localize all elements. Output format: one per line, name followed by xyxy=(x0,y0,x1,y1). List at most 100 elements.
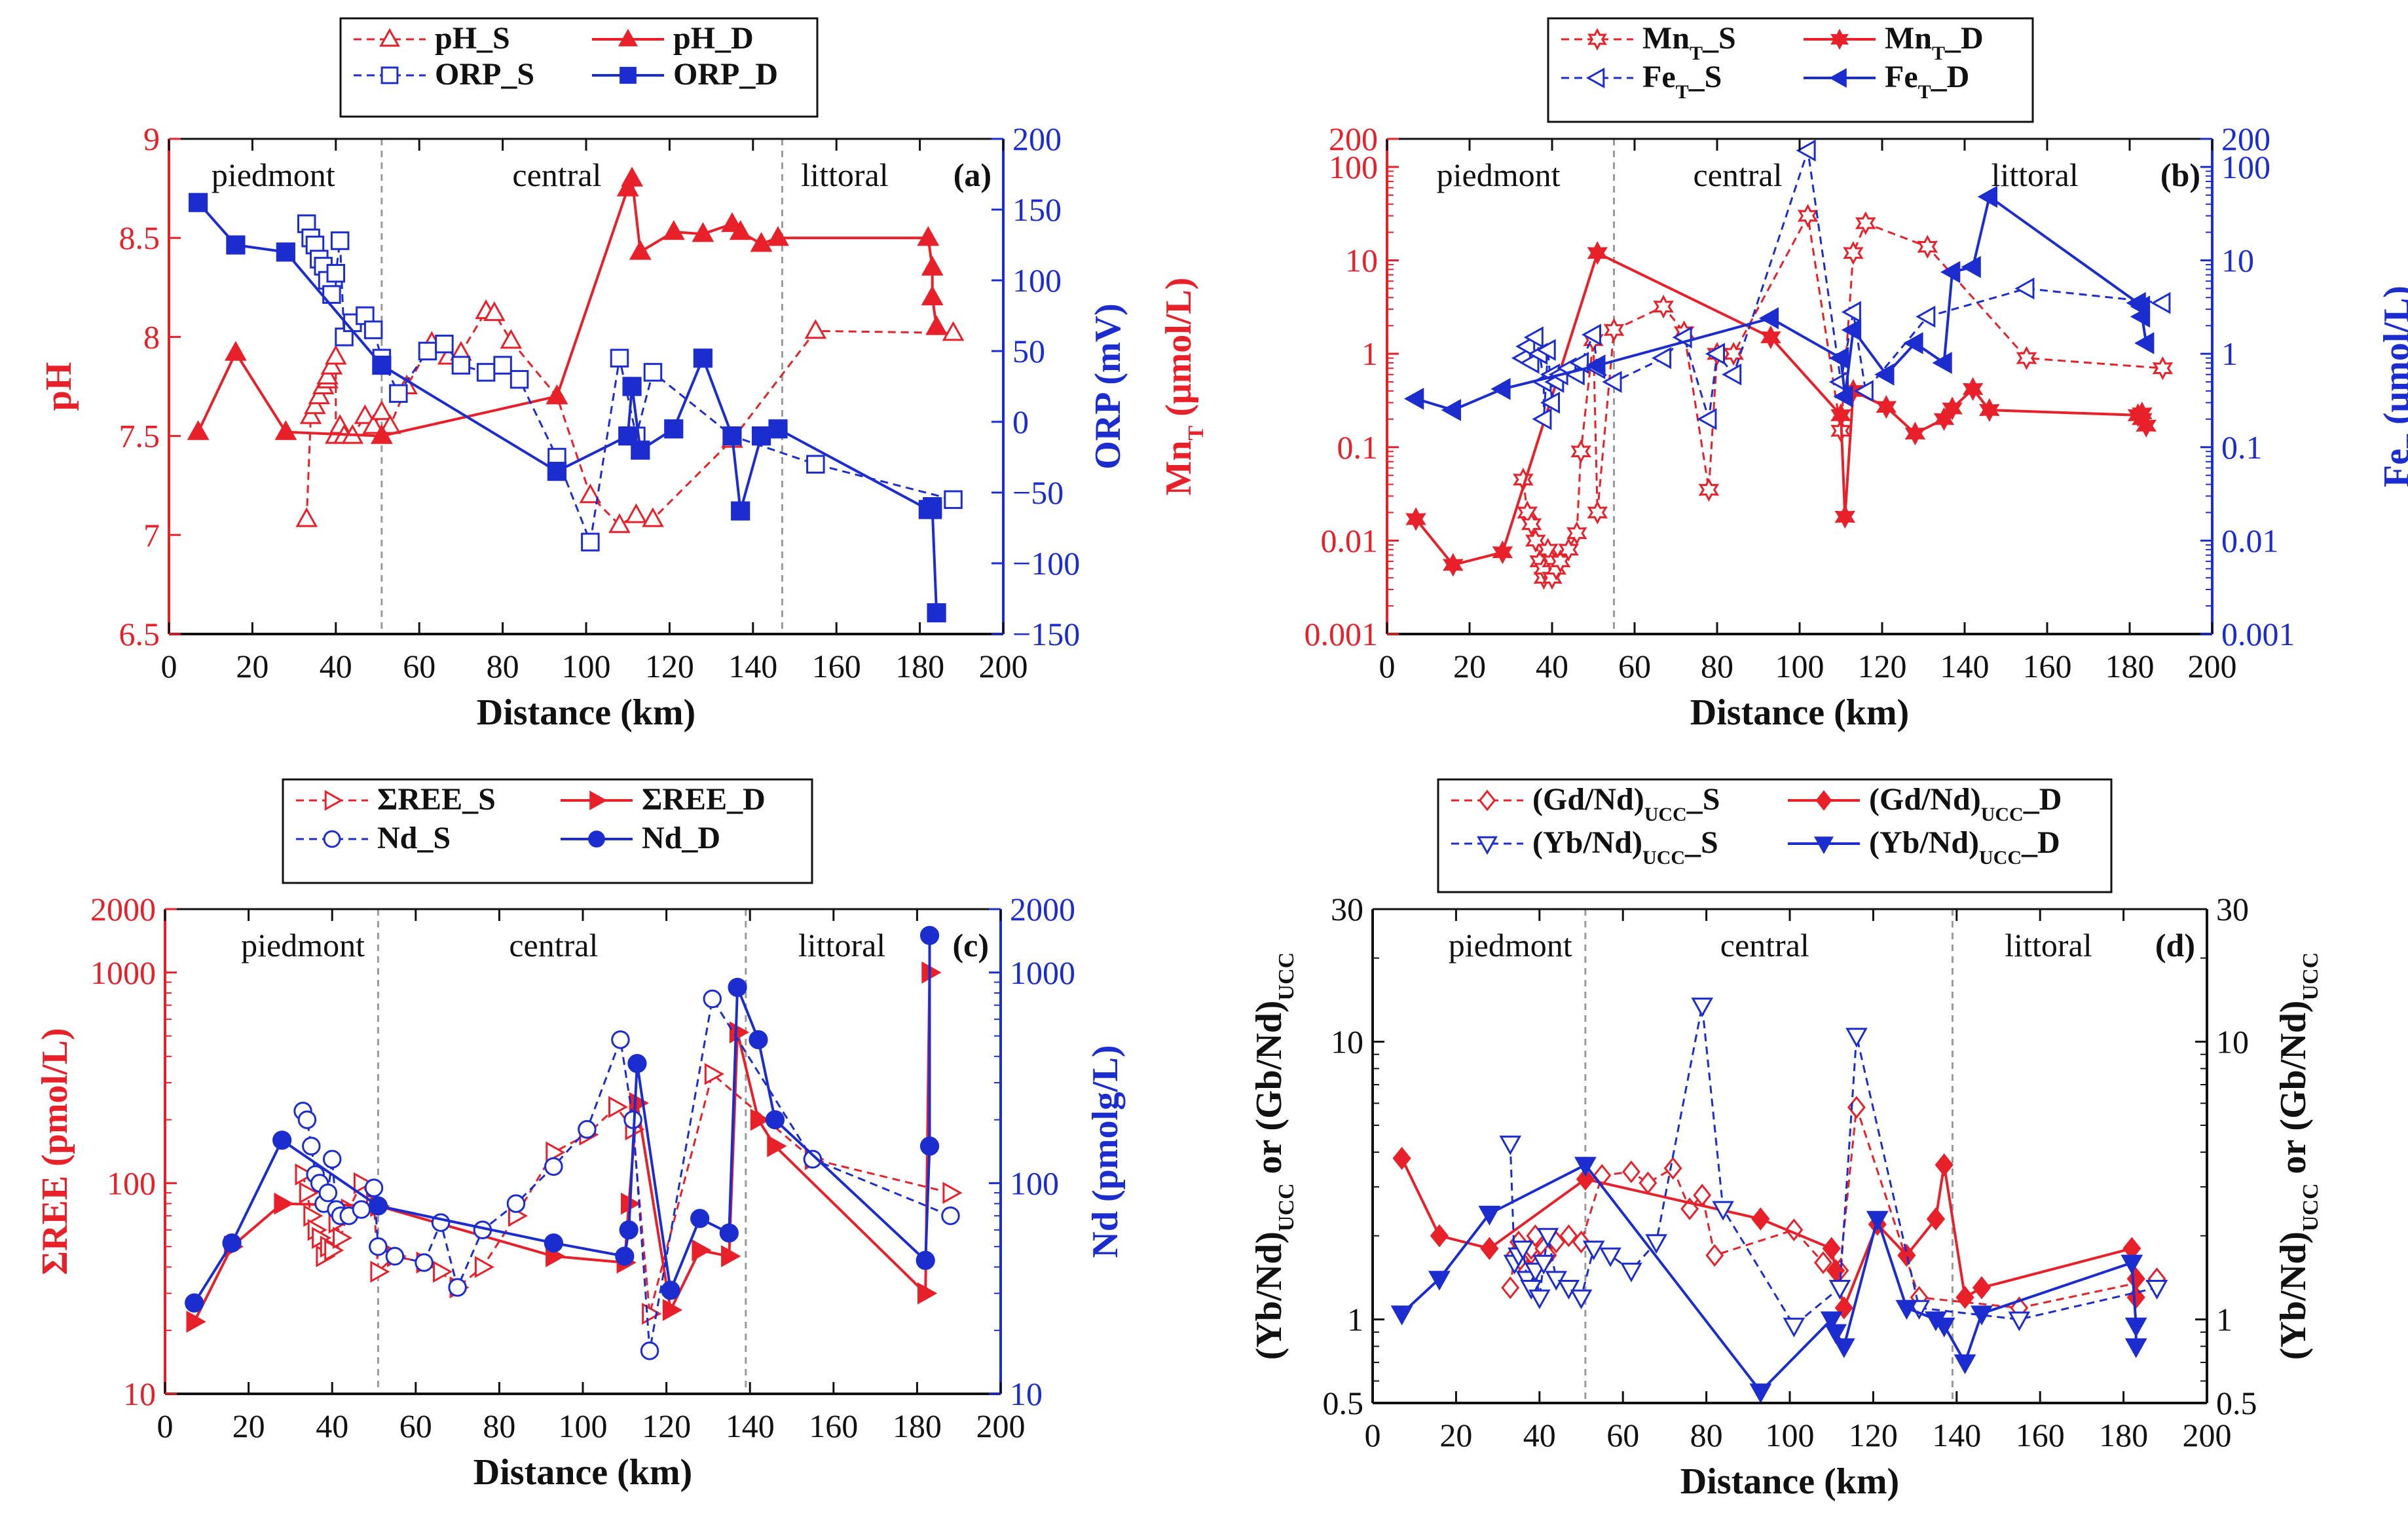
axis-title-part: (Yb/Nd) xyxy=(1249,1231,1289,1360)
data-point-pH_D xyxy=(750,232,773,252)
y-axis-title: (Yb/Nd)UCC or (Gb/Nd)UCC xyxy=(1249,952,1299,1360)
x-tick-label: 60 xyxy=(403,648,435,684)
legend-marker xyxy=(1830,28,1849,50)
data-point-Nd_S xyxy=(506,1194,526,1213)
data-point-FeT_S xyxy=(1722,363,1742,386)
data-point-pH_S xyxy=(483,301,506,322)
legend-item-Fe_D: FeT_D xyxy=(1804,60,1969,103)
data-point-FeT_S xyxy=(1532,408,1552,430)
data-point-ORP_S xyxy=(435,334,454,354)
x-tick-label: 120 xyxy=(1858,648,1907,684)
data-point-pH_S xyxy=(500,329,523,349)
data-point-(Gd/Nd)UCC_S xyxy=(1572,1230,1591,1254)
data-point-Nd_D xyxy=(368,1196,388,1216)
x-tick-label: 100 xyxy=(1766,1417,1815,1453)
data-point-Nd_S xyxy=(415,1253,434,1272)
data-point-(Yb/Nd)UCC_S xyxy=(1511,1241,1534,1261)
data-point-(Yb/Nd)UCC_D xyxy=(1866,1210,1889,1231)
data-point-(Yb/Nd)UCC_D xyxy=(1820,1311,1843,1332)
legend-label-name: Fe xyxy=(1642,60,1676,94)
data-point-pH_S xyxy=(320,354,343,375)
x-tick-label: 160 xyxy=(2023,648,2072,684)
x-axis-title: Distance (km) xyxy=(1690,692,1909,733)
y-tick-label-left: 30 xyxy=(1331,891,1363,927)
data-point-ΣREE_S xyxy=(433,1260,453,1283)
y-tick-label-left: 10 xyxy=(123,1375,156,1412)
legend-label: (Gd/Nd)UCC_S xyxy=(1532,782,1720,825)
data-point-(Gd/Nd)UCC_S xyxy=(1501,1276,1520,1300)
data-point-FeT_S xyxy=(2151,291,2171,314)
data-point-(Yb/Nd)UCC_S xyxy=(1845,1028,1868,1048)
data-point-ORP_S xyxy=(418,341,437,361)
data-point-ΣREE_S xyxy=(299,1182,319,1204)
data-point-FeT_S xyxy=(1853,380,1874,402)
axis-title-main: Fe xyxy=(2377,449,2408,487)
axis-title-sub: UCC xyxy=(1274,952,1299,1001)
axis-title-part: or (Gb/Nd) xyxy=(1249,1000,1289,1183)
x-axis-title: Distance (km) xyxy=(1680,1461,1899,1502)
data-point-(Gd/Nd)UCC_D xyxy=(1897,1243,1916,1267)
y-tick-label-left: 0.01 xyxy=(1321,522,1379,559)
panel-label: (b) xyxy=(2160,157,2200,193)
data-point-pH_S xyxy=(308,384,331,405)
legend-marker xyxy=(618,28,639,47)
x-tick-label: 20 xyxy=(232,1408,265,1444)
legend-label-name: (Yb/Nd) xyxy=(1532,825,1642,860)
zone-label-piedmont: piedmont xyxy=(212,157,335,193)
legend-item-(Yb/Nd)_D: (Yb/Nd)UCC_D xyxy=(1788,825,2060,869)
data-point-FeT_S xyxy=(1652,346,1672,369)
data-point-FeT_D xyxy=(1932,352,1952,374)
data-point-(Yb/Nd)UCC_D xyxy=(1971,1305,1993,1326)
legend-label-suffix: _D xyxy=(681,821,720,855)
data-point-ΣREE_S xyxy=(704,1062,724,1085)
data-point-pH_D xyxy=(224,341,247,361)
x-tick-label: 120 xyxy=(645,648,694,684)
axis-title-sub: UCC xyxy=(1274,1183,1299,1231)
y-tick-label-right: 0 xyxy=(1012,403,1029,440)
zone-label-littoral: littoral xyxy=(1991,157,2078,193)
data-point-FeT_S xyxy=(1916,305,1936,328)
data-point-pH_D xyxy=(274,420,297,440)
legend-label-suffix: _S xyxy=(1688,60,1722,94)
data-point-ORP_S xyxy=(389,384,408,403)
y-axis-title-right: ORP (mV) xyxy=(1088,303,1128,470)
data-point-FeT_S xyxy=(1796,140,1816,162)
data-point-ORP_D xyxy=(622,377,642,396)
data-point-MnT_S xyxy=(1653,294,1674,319)
data-point-ORP_S xyxy=(451,356,471,375)
data-point-FeT_D xyxy=(2130,305,2151,328)
legend-label: ΣREE_D xyxy=(642,782,766,817)
data-point-MnT_D xyxy=(1942,396,1963,421)
x-tick-label: 20 xyxy=(1453,648,1486,684)
data-point-(Gd/Nd)UCC_D xyxy=(1935,1153,1954,1177)
zone-label-littoral: littoral xyxy=(798,927,885,963)
data-point-(Yb/Nd)UCC_S xyxy=(1828,1280,1851,1300)
x-tick-label: 180 xyxy=(2099,1417,2148,1453)
y-tick-label-right: 1 xyxy=(2221,335,2238,372)
data-point-FeT_S xyxy=(1519,352,1540,374)
data-point-FeT_S xyxy=(1705,343,1725,365)
y-tick-label-left: 1000 xyxy=(90,954,156,991)
data-point-ORP_D xyxy=(693,348,713,368)
data-point-MnT_S xyxy=(1917,234,1938,259)
x-tick-label: 60 xyxy=(399,1408,432,1444)
x-tick-label: 100 xyxy=(562,648,611,684)
data-point-FeT_D xyxy=(1874,363,1895,386)
data-point-Nd_D xyxy=(690,1208,710,1228)
data-point-ORP_S xyxy=(643,363,663,382)
data-point-ΣREE_D xyxy=(186,1310,206,1333)
data-point-FeT_D xyxy=(2134,331,2155,354)
data-point-Nd_S xyxy=(544,1157,563,1176)
data-point-pH_S xyxy=(804,319,827,339)
data-point-MnT_D xyxy=(1876,395,1897,419)
legend-label-suffix: _S xyxy=(1686,782,1720,817)
legend-label-sub: T xyxy=(1918,81,1931,103)
data-point-(Gd/Nd)UCC_S xyxy=(1663,1157,1682,1180)
x-tick-label: 160 xyxy=(809,1408,858,1444)
legend-label-name: Mn xyxy=(1885,21,1932,56)
data-point-FeT_D xyxy=(1491,377,1511,400)
y-tick-label-left: 10 xyxy=(1345,242,1378,279)
legend-item-Nd_D: Nd_D xyxy=(561,821,720,855)
data-point-Nd_S xyxy=(385,1246,405,1266)
